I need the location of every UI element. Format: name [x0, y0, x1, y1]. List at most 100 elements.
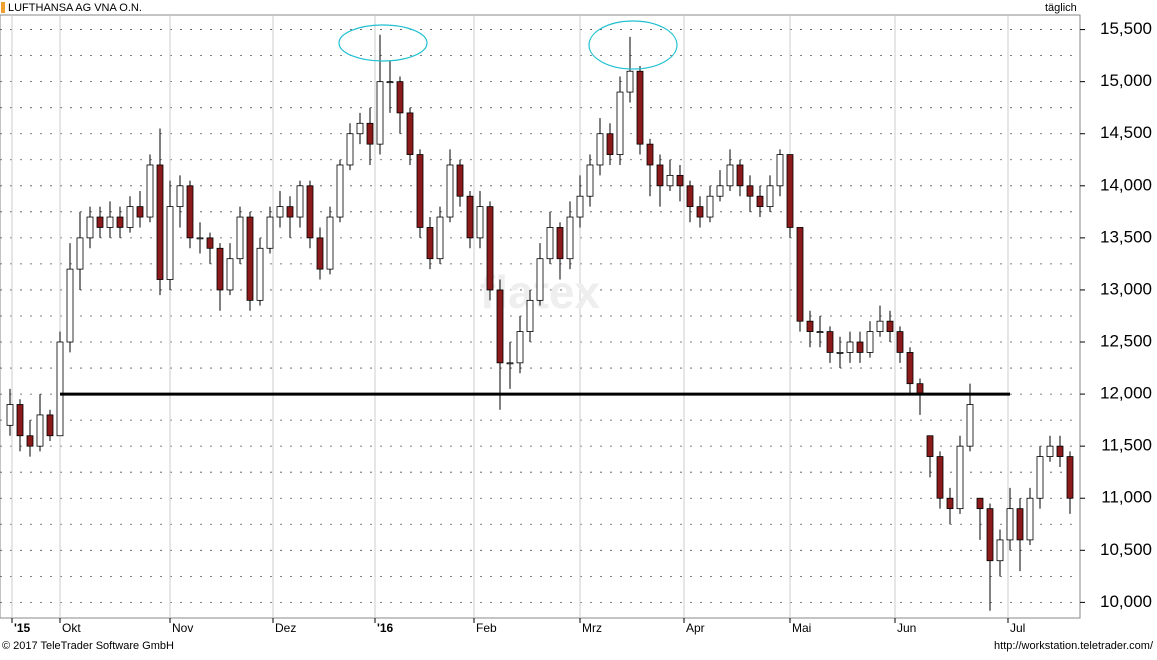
- x-tick-label: Apr: [686, 621, 705, 635]
- candle-body: [1036, 456, 1044, 499]
- x-tick-label: Okt: [62, 621, 81, 635]
- candle-body: [646, 143, 654, 166]
- candle-body: [846, 341, 854, 353]
- candle-body: [116, 216, 124, 228]
- candle-body: [776, 154, 784, 187]
- candle-body: [876, 320, 884, 333]
- candle-body: [786, 154, 794, 228]
- x-tick-label: Nov: [172, 621, 193, 635]
- candle-body: [316, 237, 324, 270]
- candle-body: [966, 404, 974, 447]
- candle-body: [706, 195, 714, 218]
- highlight-ellipse: [338, 24, 428, 62]
- candle-body: [286, 206, 294, 218]
- candle-body: [836, 352, 844, 354]
- candle-body: [796, 227, 804, 322]
- x-tick-label: Dez: [275, 621, 296, 635]
- candle-body: [736, 164, 744, 187]
- candle-body: [106, 216, 114, 228]
- candle-body: [826, 331, 834, 353]
- candle-body: [396, 81, 404, 114]
- candle-body: [406, 112, 414, 155]
- candle-body: [866, 331, 874, 353]
- candle-body: [976, 497, 984, 510]
- candle-body: [76, 237, 84, 270]
- candle-body: [26, 435, 34, 447]
- candle-body: [956, 445, 964, 510]
- candle-body: [506, 362, 514, 365]
- candle-body: [466, 195, 474, 239]
- footer-left: © 2017 TeleTrader Software GmbH: [2, 640, 174, 652]
- candle-body: [576, 195, 584, 218]
- candle-body: [1046, 445, 1054, 457]
- candle-body: [356, 122, 364, 135]
- y-tick-label: 12,000: [1100, 384, 1152, 403]
- candle-body: [496, 289, 504, 364]
- candle-body: [306, 185, 314, 239]
- y-tick-label: 11,500: [1101, 436, 1152, 455]
- interval-label: täglich: [1045, 2, 1077, 14]
- candle-body: [656, 164, 664, 187]
- candle-body: [516, 331, 524, 364]
- candle-body: [266, 216, 274, 249]
- candle-body: [686, 185, 694, 208]
- candle-body: [916, 383, 924, 395]
- x-tick-label: Feb: [476, 621, 497, 635]
- candle-body: [566, 216, 574, 260]
- candle-body: [756, 195, 764, 208]
- candle-body: [46, 414, 54, 437]
- candle-body: [486, 206, 494, 291]
- candle-body: [636, 70, 644, 145]
- candle-body: [596, 133, 604, 166]
- y-tick-label: 13,000: [1100, 279, 1152, 298]
- candle-body: [16, 404, 24, 437]
- candle-body: [856, 341, 864, 353]
- y-tick-label: 10,000: [1100, 592, 1152, 611]
- y-tick-label: 10,500: [1100, 540, 1152, 559]
- candle-body: [276, 206, 284, 218]
- chart-title: LUFTHANSA AG VNA O.N.: [8, 2, 142, 14]
- candles: [6, 34, 1074, 611]
- candle-body: [816, 331, 824, 334]
- candle-body: [446, 164, 454, 218]
- candle-body: [166, 206, 174, 280]
- candle-body: [366, 122, 374, 145]
- candle-body: [586, 164, 594, 197]
- candle-body: [1016, 508, 1024, 541]
- highlight-ellipse: [588, 20, 678, 70]
- candle-body: [146, 164, 154, 218]
- candle-body: [906, 352, 914, 385]
- candle-body: [616, 91, 624, 155]
- y-tick-label: 11,000: [1101, 488, 1152, 507]
- y-tick-label: 13,500: [1100, 227, 1152, 246]
- candle-body: [536, 258, 544, 301]
- candle-body: [336, 164, 344, 218]
- x-tick-label: Jul: [1010, 621, 1025, 635]
- candle-body: [666, 174, 674, 187]
- candle-body: [196, 237, 204, 240]
- candle-body: [96, 216, 104, 228]
- candle-body: [216, 247, 224, 291]
- candle-body: [726, 164, 734, 187]
- candle-body: [716, 185, 724, 197]
- x-tick-label: '15: [14, 621, 31, 635]
- candle-body: [386, 81, 394, 84]
- candle-body: [156, 164, 164, 280]
- candle-body: [376, 81, 384, 145]
- candle-body: [126, 206, 134, 228]
- candle-body: [626, 70, 634, 93]
- candle-body: [56, 341, 64, 437]
- candle-body: [206, 237, 214, 249]
- candle-body: [86, 216, 94, 239]
- candle-body: [326, 216, 334, 270]
- candle-body: [476, 206, 484, 239]
- candle-body: [226, 258, 234, 291]
- candle-body: [526, 299, 534, 333]
- candle-body: [1006, 508, 1014, 541]
- candle-body: [236, 216, 244, 260]
- candle-body: [936, 456, 944, 499]
- candle-body: [346, 133, 354, 166]
- candle-body: [296, 185, 304, 218]
- x-tick-label: Mai: [792, 621, 811, 635]
